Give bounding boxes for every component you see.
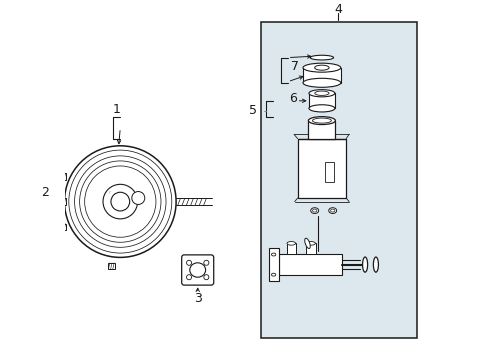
Bar bbox=[286, 243, 295, 254]
Text: r: r bbox=[108, 190, 110, 195]
Text: 4: 4 bbox=[333, 3, 341, 15]
Text: 1: 1 bbox=[113, 103, 121, 116]
Ellipse shape bbox=[303, 78, 340, 87]
Text: 6: 6 bbox=[289, 93, 297, 105]
FancyBboxPatch shape bbox=[182, 255, 213, 285]
Ellipse shape bbox=[189, 263, 205, 277]
Bar bbox=[59, 224, 66, 230]
Text: 3: 3 bbox=[193, 292, 201, 305]
Bar bbox=[59, 198, 66, 205]
Ellipse shape bbox=[330, 209, 334, 212]
Circle shape bbox=[111, 192, 129, 211]
Bar bbox=[325, 162, 334, 182]
Ellipse shape bbox=[306, 242, 315, 245]
Circle shape bbox=[186, 260, 191, 265]
Circle shape bbox=[132, 192, 144, 204]
Ellipse shape bbox=[271, 273, 275, 276]
Ellipse shape bbox=[310, 208, 318, 213]
Ellipse shape bbox=[309, 55, 333, 60]
Ellipse shape bbox=[271, 253, 275, 256]
Ellipse shape bbox=[308, 90, 334, 97]
Ellipse shape bbox=[308, 117, 335, 125]
Circle shape bbox=[69, 150, 171, 253]
Ellipse shape bbox=[308, 105, 334, 112]
Bar bbox=[278, 254, 341, 275]
Bar bbox=[297, 139, 346, 198]
Bar bbox=[260, 22, 416, 338]
Circle shape bbox=[203, 260, 208, 265]
Ellipse shape bbox=[328, 208, 336, 213]
Circle shape bbox=[186, 275, 191, 280]
Bar bbox=[107, 263, 115, 269]
Bar bbox=[308, 93, 334, 108]
Ellipse shape bbox=[312, 118, 331, 123]
Bar bbox=[268, 248, 278, 281]
Ellipse shape bbox=[286, 242, 295, 245]
Ellipse shape bbox=[314, 65, 328, 70]
Text: 5: 5 bbox=[248, 104, 257, 117]
Bar bbox=[59, 173, 66, 180]
Bar bbox=[308, 121, 335, 139]
Bar bbox=[303, 68, 340, 83]
Text: 7: 7 bbox=[291, 60, 299, 73]
Circle shape bbox=[203, 275, 208, 280]
Ellipse shape bbox=[312, 209, 316, 212]
Ellipse shape bbox=[373, 257, 378, 272]
Circle shape bbox=[64, 146, 176, 257]
Ellipse shape bbox=[303, 63, 340, 72]
Text: 2: 2 bbox=[41, 186, 48, 199]
Ellipse shape bbox=[362, 257, 367, 272]
Ellipse shape bbox=[304, 238, 309, 248]
Circle shape bbox=[103, 184, 137, 219]
Bar bbox=[306, 243, 315, 254]
Ellipse shape bbox=[314, 91, 328, 95]
